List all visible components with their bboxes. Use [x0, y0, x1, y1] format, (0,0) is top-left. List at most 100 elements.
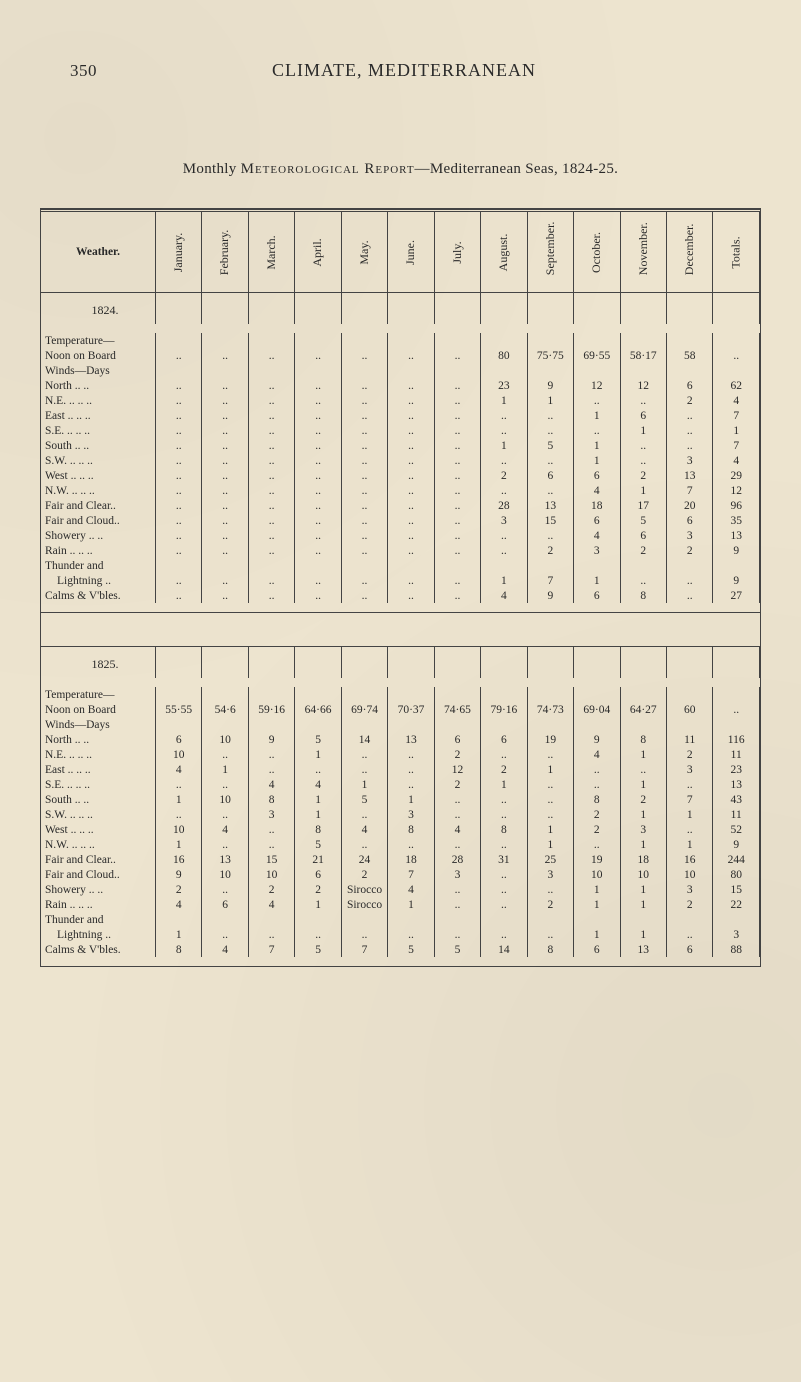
cell: ..: [156, 423, 202, 438]
cell: ..: [202, 408, 248, 423]
cell: 5: [620, 513, 666, 528]
cell: 12: [574, 378, 620, 393]
cell: ..: [156, 498, 202, 513]
cell: 15: [248, 852, 294, 867]
cell: ..: [434, 483, 480, 498]
cell: 8: [295, 822, 341, 837]
cell: 2: [434, 747, 480, 762]
table-row: East .. .. ....................16..7: [41, 408, 760, 423]
cell: ..: [666, 777, 712, 792]
cell: 13: [666, 468, 712, 483]
cell: ..: [341, 408, 387, 423]
cell: 12: [620, 378, 666, 393]
cell: 2: [574, 807, 620, 822]
cell: [481, 717, 527, 732]
cell: 80: [481, 348, 527, 363]
cell: 3: [713, 927, 760, 942]
cell: 2: [666, 393, 712, 408]
cell: ..: [434, 498, 480, 513]
table-row: West .. .. ................26621329: [41, 468, 760, 483]
cell: ..: [713, 702, 760, 717]
cell: ..: [248, 927, 294, 942]
cell: [620, 687, 666, 702]
cell: ..: [295, 438, 341, 453]
cell: ..: [574, 423, 620, 438]
cell: Sirocco: [341, 897, 387, 912]
cell: 21: [295, 852, 341, 867]
cell: [434, 687, 480, 702]
cell: 18: [388, 852, 434, 867]
table-row: Calms & V'bles...............4968..27: [41, 588, 760, 603]
cell: ..: [248, 438, 294, 453]
cell: 4: [713, 453, 760, 468]
cell: 27: [713, 588, 760, 603]
cell: 1: [481, 438, 527, 453]
cell: 4: [713, 393, 760, 408]
cell: ..: [434, 927, 480, 942]
cell: ..: [202, 882, 248, 897]
cell: [666, 363, 712, 378]
cell: 116: [713, 732, 760, 747]
table-row: S.E. .. .. ......441..21....1..13: [41, 777, 760, 792]
table-header-row: Weather.January.February.March.April.May…: [41, 211, 760, 293]
cell: ..: [434, 348, 480, 363]
cell: 6: [574, 588, 620, 603]
cell: ..: [156, 483, 202, 498]
cell: 7: [666, 792, 712, 807]
row-label: South .. ..: [41, 438, 156, 453]
cell: 13: [713, 528, 760, 543]
cell: 1: [620, 897, 666, 912]
table-row: Thunder and: [41, 912, 760, 927]
cell: 10: [574, 867, 620, 882]
cell: 23: [713, 762, 760, 777]
cell: 80: [713, 867, 760, 882]
cell: Sirocco: [341, 882, 387, 897]
table-row: Noon on Board55·5554·659·1664·6669·7470·…: [41, 702, 760, 717]
cell: 1: [620, 777, 666, 792]
row-label: Noon on Board: [41, 702, 156, 717]
cell: 4: [481, 588, 527, 603]
cell: 7: [666, 483, 712, 498]
cell: 1: [620, 423, 666, 438]
row-label: S.W. .. .. ..: [41, 453, 156, 468]
cell: ..: [248, 513, 294, 528]
cell: 69·55: [574, 348, 620, 363]
cell: ..: [202, 807, 248, 822]
cell: 1: [156, 837, 202, 852]
cell: ..: [434, 423, 480, 438]
cell: [248, 717, 294, 732]
cell: 1: [666, 837, 712, 852]
cell: ..: [295, 513, 341, 528]
cell: ..: [248, 573, 294, 588]
cell: 244: [713, 852, 760, 867]
cell: ..: [248, 528, 294, 543]
cell: 1: [527, 762, 573, 777]
cell: 12: [713, 483, 760, 498]
cell: 1: [574, 897, 620, 912]
cell: 10: [156, 822, 202, 837]
cell: ..: [341, 483, 387, 498]
cell: 2: [666, 747, 712, 762]
cell: ..: [202, 747, 248, 762]
page-header: 350 CLIMATE, MEDITERRANEAN: [40, 60, 761, 81]
cell: [527, 558, 573, 573]
cell: ..: [434, 393, 480, 408]
cell: 69·74: [341, 702, 387, 717]
cell: ..: [295, 348, 341, 363]
col-header-december: December.: [666, 211, 712, 293]
cell: ..: [295, 528, 341, 543]
cell: 6: [666, 513, 712, 528]
cell: ..: [202, 393, 248, 408]
cell: [156, 912, 202, 927]
row-label: Fair and Cloud..: [41, 513, 156, 528]
row-label: Winds—Days: [41, 363, 156, 378]
cell: ..: [248, 822, 294, 837]
cell: ..: [295, 498, 341, 513]
table-row: S.W. .. .. ......31..3......21111: [41, 807, 760, 822]
cell: [713, 687, 760, 702]
cell: 4: [295, 777, 341, 792]
cell: ..: [248, 468, 294, 483]
cell: ..: [202, 453, 248, 468]
cell: ..: [156, 348, 202, 363]
cell: 6: [527, 468, 573, 483]
